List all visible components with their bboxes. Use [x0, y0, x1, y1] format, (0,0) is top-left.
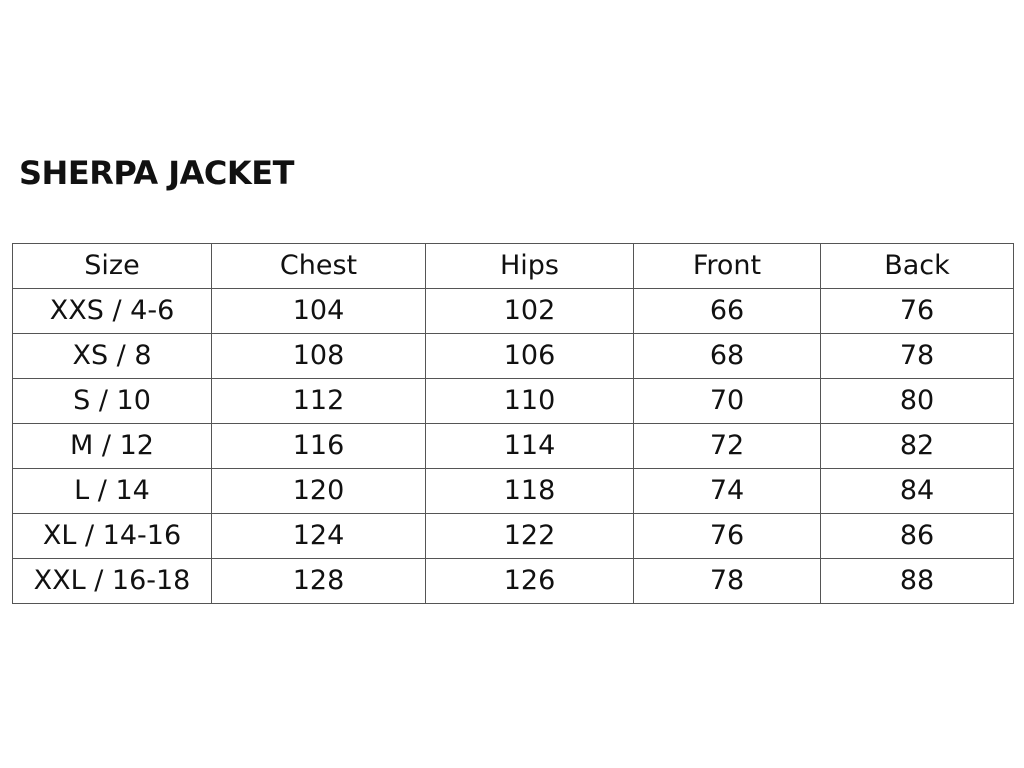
cell-chest: 104	[211, 288, 426, 334]
cell-front: 74	[633, 468, 821, 514]
cell-back: 76	[820, 288, 1014, 334]
cell-size: L / 14	[12, 468, 212, 514]
page-title: SHERPA JACKET	[19, 154, 294, 192]
cell-back: 86	[820, 513, 1014, 559]
column-header-size: Size	[12, 243, 212, 289]
cell-chest: 112	[211, 378, 426, 424]
table-row: XXL / 16-18 128 126 78 88	[12, 558, 1014, 604]
cell-hips: 110	[425, 378, 634, 424]
cell-front: 72	[633, 423, 821, 469]
table-row: S / 10 112 110 70 80	[12, 378, 1014, 424]
cell-back: 80	[820, 378, 1014, 424]
cell-back: 84	[820, 468, 1014, 514]
cell-chest: 116	[211, 423, 426, 469]
cell-size: XS / 8	[12, 333, 212, 379]
cell-size: S / 10	[12, 378, 212, 424]
cell-hips: 102	[425, 288, 634, 334]
column-header-chest: Chest	[211, 243, 426, 289]
column-header-front: Front	[633, 243, 821, 289]
cell-back: 88	[820, 558, 1014, 604]
column-header-back: Back	[820, 243, 1014, 289]
table-row: XXS / 4-6 104 102 66 76	[12, 288, 1014, 334]
table-row: XL / 14-16 124 122 76 86	[12, 513, 1014, 559]
cell-front: 66	[633, 288, 821, 334]
cell-size: XXL / 16-18	[12, 558, 212, 604]
cell-hips: 114	[425, 423, 634, 469]
column-header-hips: Hips	[425, 243, 634, 289]
cell-chest: 120	[211, 468, 426, 514]
cell-size: M / 12	[12, 423, 212, 469]
cell-front: 76	[633, 513, 821, 559]
cell-front: 78	[633, 558, 821, 604]
cell-size: XXS / 4-6	[12, 288, 212, 334]
cell-back: 82	[820, 423, 1014, 469]
cell-hips: 106	[425, 333, 634, 379]
cell-hips: 122	[425, 513, 634, 559]
cell-front: 68	[633, 333, 821, 379]
cell-hips: 126	[425, 558, 634, 604]
cell-size: XL / 14-16	[12, 513, 212, 559]
cell-front: 70	[633, 378, 821, 424]
cell-back: 78	[820, 333, 1014, 379]
table-row: XS / 8 108 106 68 78	[12, 333, 1014, 379]
cell-chest: 124	[211, 513, 426, 559]
table-header-row: Size Chest Hips Front Back	[12, 243, 1014, 289]
table-row: M / 12 116 114 72 82	[12, 423, 1014, 469]
size-chart-table: Size Chest Hips Front Back XXS / 4-6 104 102 66…	[12, 243, 1014, 604]
cell-chest: 128	[211, 558, 426, 604]
cell-hips: 118	[425, 468, 634, 514]
cell-chest: 108	[211, 333, 426, 379]
table-row: L / 14 120 118 74 84	[12, 468, 1014, 514]
